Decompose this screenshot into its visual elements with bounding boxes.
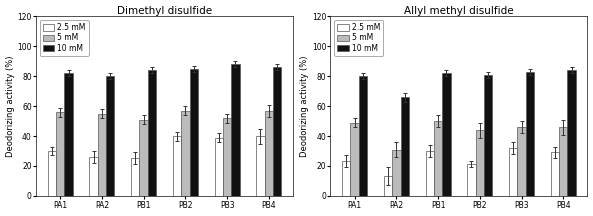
Bar: [426, 151, 434, 196]
Bar: [392, 149, 400, 196]
Bar: [47, 151, 56, 196]
Bar: [273, 67, 281, 196]
Bar: [559, 127, 568, 196]
Bar: [215, 138, 223, 196]
Bar: [56, 112, 65, 196]
Title: Dimethyl disulfide: Dimethyl disulfide: [117, 6, 212, 16]
Bar: [509, 148, 517, 196]
Bar: [181, 111, 190, 196]
Bar: [467, 164, 476, 196]
Bar: [525, 72, 534, 196]
Bar: [476, 130, 484, 196]
Title: Allyl methyl disulfide: Allyl methyl disulfide: [404, 6, 514, 16]
Bar: [106, 76, 114, 196]
Bar: [517, 127, 525, 196]
Bar: [139, 120, 148, 196]
Bar: [98, 114, 106, 196]
Bar: [173, 136, 181, 196]
Bar: [384, 176, 392, 196]
Bar: [350, 122, 359, 196]
Bar: [342, 162, 350, 196]
Bar: [90, 157, 98, 196]
Bar: [256, 136, 264, 196]
Bar: [190, 69, 198, 196]
Bar: [400, 97, 409, 196]
Bar: [551, 152, 559, 196]
Bar: [148, 70, 156, 196]
Legend: 2.5 mM, 5 mM, 10 mM: 2.5 mM, 5 mM, 10 mM: [40, 20, 89, 56]
Bar: [442, 73, 451, 196]
Bar: [264, 111, 273, 196]
Legend: 2.5 mM, 5 mM, 10 mM: 2.5 mM, 5 mM, 10 mM: [334, 20, 383, 56]
Bar: [231, 64, 240, 196]
Bar: [223, 118, 231, 196]
Bar: [434, 121, 442, 196]
Y-axis label: Deodorizing activity (%): Deodorizing activity (%): [5, 55, 15, 157]
Bar: [568, 70, 576, 196]
Bar: [131, 159, 139, 196]
Y-axis label: Deodorizing activity (%): Deodorizing activity (%): [300, 55, 309, 157]
Bar: [65, 73, 73, 196]
Bar: [484, 75, 492, 196]
Bar: [359, 76, 367, 196]
